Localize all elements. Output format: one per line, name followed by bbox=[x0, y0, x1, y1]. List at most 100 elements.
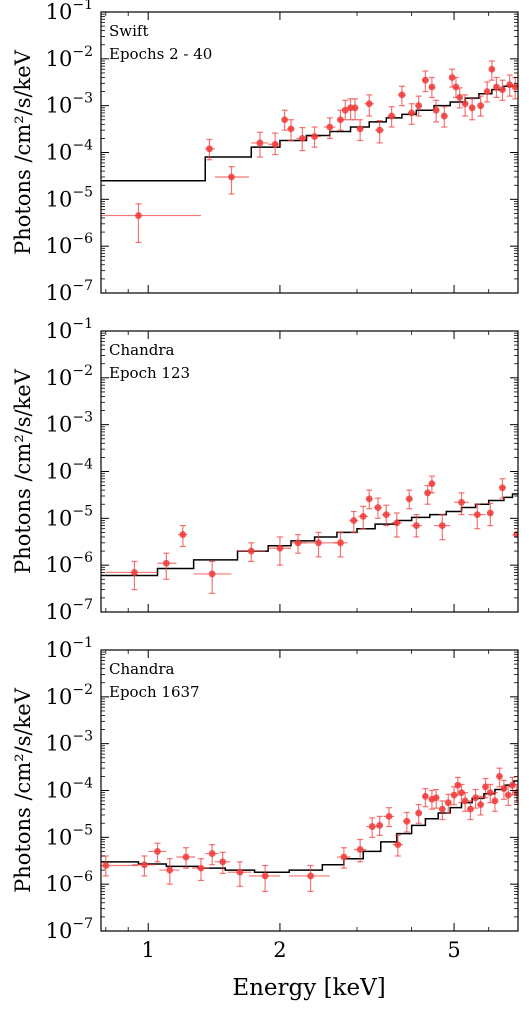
data-marker bbox=[461, 100, 469, 108]
x-axis-label: Energy [keV] bbox=[232, 975, 385, 1001]
data-marker bbox=[499, 484, 506, 492]
data-point bbox=[499, 478, 506, 499]
data-marker bbox=[472, 794, 479, 802]
data-marker bbox=[340, 853, 348, 861]
data-marker bbox=[376, 821, 384, 829]
data-marker bbox=[337, 116, 344, 124]
data-marker bbox=[513, 531, 518, 538]
y-tick-label: 10−6 bbox=[46, 231, 93, 258]
y-tick-label: 10−7 bbox=[46, 278, 93, 305]
data-marker bbox=[506, 81, 514, 89]
data-marker bbox=[394, 841, 402, 848]
data-marker bbox=[452, 83, 460, 91]
data-points bbox=[101, 767, 518, 893]
y-tick-label: 10−2 bbox=[46, 682, 93, 709]
data-marker bbox=[456, 94, 464, 101]
chart-panel-1: 10−7 10−6 10−5 10−4 10−3 10−2 10−1 Swift Epochs … bbox=[11, 0, 519, 305]
data-point bbox=[477, 795, 485, 816]
data-marker bbox=[432, 106, 440, 114]
y-tick-label: 10−3 bbox=[46, 729, 93, 756]
data-marker bbox=[359, 512, 367, 520]
x-tick-label: 2 bbox=[273, 938, 286, 962]
data-point bbox=[440, 106, 448, 128]
y-axis-label: Photons /cm²/s/keV bbox=[11, 368, 35, 574]
data-point bbox=[105, 560, 158, 591]
data-point bbox=[358, 505, 369, 530]
data-marker bbox=[403, 817, 411, 825]
data-marker bbox=[486, 509, 494, 517]
data-point bbox=[214, 851, 231, 874]
data-point bbox=[450, 786, 458, 806]
data-marker bbox=[287, 125, 295, 133]
panel-annotation: Chandra bbox=[109, 660, 175, 678]
data-point bbox=[428, 475, 436, 494]
data-marker bbox=[415, 102, 423, 110]
data-marker bbox=[486, 789, 494, 797]
data-point bbox=[375, 119, 385, 144]
data-marker bbox=[444, 799, 452, 807]
data-point bbox=[488, 60, 496, 81]
data-point bbox=[366, 817, 378, 838]
data-point bbox=[268, 536, 292, 566]
y-axis-label: Photons /cm²/s/keV bbox=[11, 49, 35, 255]
data-point bbox=[281, 109, 289, 131]
data-point bbox=[496, 767, 503, 788]
data-marker bbox=[454, 781, 462, 789]
data-point bbox=[444, 793, 452, 814]
data-point bbox=[132, 855, 156, 877]
data-marker bbox=[247, 547, 255, 555]
data-point bbox=[415, 803, 423, 824]
data-marker bbox=[315, 539, 322, 547]
data-marker bbox=[351, 104, 359, 112]
data-marker bbox=[382, 511, 390, 519]
data-marker bbox=[393, 519, 401, 527]
data-point bbox=[461, 94, 469, 117]
data-point bbox=[434, 514, 451, 541]
data-marker bbox=[438, 522, 446, 529]
data-marker bbox=[415, 809, 423, 817]
data-point bbox=[493, 76, 500, 99]
y-tick-label: 10−4 bbox=[46, 138, 93, 165]
data-point bbox=[438, 800, 446, 821]
data-marker bbox=[376, 126, 384, 134]
data-point bbox=[308, 126, 321, 148]
data-point bbox=[392, 834, 403, 857]
y-tick-label: 10−4 bbox=[46, 776, 93, 803]
data-point bbox=[157, 552, 177, 580]
data-marker bbox=[365, 495, 373, 503]
y-tick-label: 10−1 bbox=[46, 316, 93, 343]
data-marker bbox=[261, 872, 269, 880]
y-tick-label: 10−2 bbox=[46, 363, 93, 390]
data-point bbox=[482, 777, 489, 799]
data-point bbox=[410, 514, 422, 538]
y-tick-label: 10−6 bbox=[46, 550, 93, 577]
data-point bbox=[458, 783, 465, 804]
model-step-line bbox=[101, 780, 518, 873]
data-marker bbox=[440, 112, 448, 120]
data-point bbox=[472, 788, 479, 809]
data-point bbox=[356, 119, 364, 142]
data-marker bbox=[473, 511, 481, 519]
data-marker bbox=[179, 531, 187, 538]
data-marker bbox=[228, 173, 235, 181]
data-point bbox=[448, 68, 456, 88]
data-point bbox=[407, 103, 416, 125]
data-points bbox=[101, 60, 518, 244]
data-marker bbox=[509, 781, 516, 789]
data-marker bbox=[256, 139, 264, 147]
data-marker bbox=[365, 100, 373, 108]
data-marker bbox=[438, 805, 446, 813]
data-marker bbox=[219, 858, 227, 866]
data-point bbox=[432, 788, 440, 809]
data-marker bbox=[356, 125, 364, 133]
data-point bbox=[365, 489, 373, 510]
data-marker bbox=[477, 801, 485, 808]
data-point bbox=[477, 95, 485, 117]
data-point bbox=[391, 512, 402, 538]
data-point bbox=[499, 79, 506, 101]
panel-annotation: Chandra bbox=[109, 341, 175, 359]
data-point bbox=[364, 94, 374, 117]
data-marker bbox=[493, 83, 500, 91]
data-point bbox=[176, 847, 196, 869]
x-tick-label: 1 bbox=[142, 938, 155, 962]
